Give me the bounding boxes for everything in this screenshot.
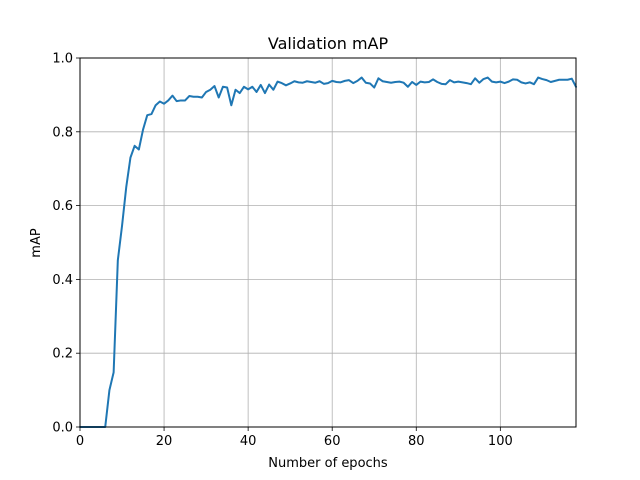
chart-title: Validation mAP [268, 34, 389, 53]
x-tick-label: 80 [408, 434, 425, 449]
y-tick-label: 0.4 [52, 273, 73, 288]
series-line-map [79, 76, 577, 428]
y-tick-label: 0.6 [52, 199, 73, 214]
x-tick-label: 100 [488, 434, 513, 449]
plot-frame [79, 57, 577, 428]
x-tick-label: 60 [324, 434, 341, 449]
x-tick-label: 20 [156, 434, 173, 449]
x-tick-label: 0 [76, 434, 84, 449]
y-tick-label: 0.2 [52, 347, 73, 362]
y-tick-label: 0.8 [52, 125, 73, 140]
x-axis-label: Number of epochs [268, 456, 388, 471]
y-tick-label: 0.0 [52, 421, 73, 436]
y-tick-label: 1.0 [52, 52, 73, 67]
grid-lines [79, 57, 576, 428]
y-axis-label: mAP [29, 228, 44, 258]
axis-ticks: 0 20 40 60 80 100 0.0 0.2 0.4 0.6 0.8 1.0 [52, 52, 512, 450]
x-tick-label: 40 [240, 434, 257, 449]
